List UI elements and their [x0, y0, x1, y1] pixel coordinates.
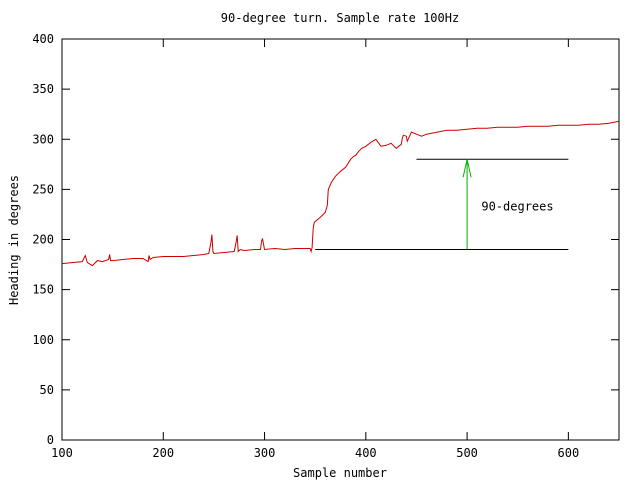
- y-tick-label: 150: [32, 283, 54, 297]
- annotations-layer: [315, 158, 569, 251]
- y-tick-label: 250: [32, 182, 54, 196]
- x-tick-label: 100: [51, 446, 73, 460]
- x-tick-label: 200: [152, 446, 174, 460]
- x-tick-label: 300: [254, 446, 276, 460]
- x-axis-label: Sample number: [293, 466, 387, 480]
- annotation-label: 90-degrees: [481, 199, 553, 213]
- arrow-head: [462, 159, 472, 178]
- annotation-text-layer: 90-degrees: [481, 199, 553, 213]
- y-tick-label: 50: [40, 383, 54, 397]
- y-tick-label: 300: [32, 132, 54, 146]
- plot-frame: [61, 38, 620, 441]
- series-line: [61, 120, 620, 267]
- chart-title: 90-degree turn. Sample rate 100Hz: [221, 11, 459, 25]
- y-tick-label: 350: [32, 82, 54, 96]
- y-tick-label: 400: [32, 32, 54, 46]
- series-layer: [61, 120, 620, 267]
- y-tick-label: 0: [47, 433, 54, 447]
- x-tick-label: 600: [558, 446, 580, 460]
- ticks-layer: 100 200 300 400 500 600 0 50 100 150 200 250 300 350 4…: [32, 32, 619, 460]
- y-axis-label: Heading in degrees: [7, 175, 21, 305]
- x-tick-label: 500: [456, 446, 478, 460]
- x-tick-label: 400: [355, 446, 377, 460]
- y-tick-label: 200: [32, 233, 54, 247]
- y-tick-label: 100: [32, 333, 54, 347]
